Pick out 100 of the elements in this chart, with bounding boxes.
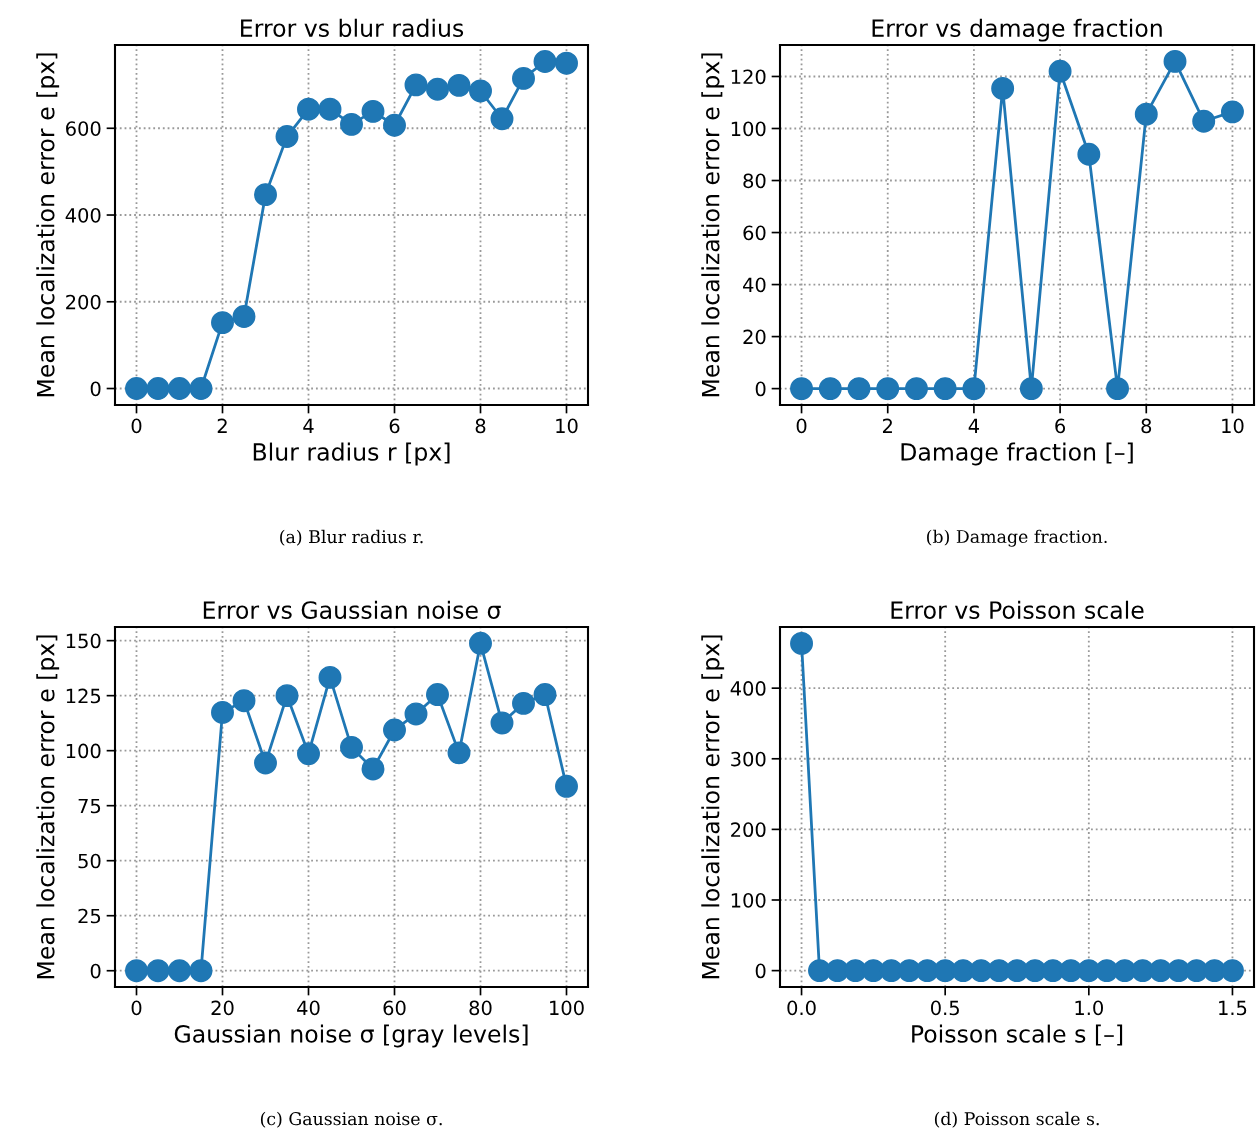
point — [318, 665, 342, 689]
text: (b) Damage fraction. — [927, 529, 1107, 547]
x-tick-label: 6 — [1055, 418, 1066, 434]
point — [275, 684, 299, 708]
x-tick-label: 6 — [389, 418, 400, 434]
y-tick-label: 0 — [90, 381, 101, 397]
point — [555, 774, 578, 798]
point — [1192, 109, 1216, 133]
point — [1077, 142, 1101, 166]
point — [297, 97, 320, 121]
point — [383, 718, 406, 742]
point — [146, 377, 170, 400]
point — [1106, 377, 1129, 401]
point — [254, 183, 277, 207]
y-tick-label: 200 — [66, 294, 101, 310]
point — [1048, 59, 1072, 83]
chart-title: Error vs Gaussian noise σ — [203, 600, 501, 619]
y-tick-label: 80 — [743, 173, 766, 189]
y-tick-label: 50 — [78, 853, 101, 869]
x-tick-label: 0.5 — [931, 1000, 959, 1016]
point — [318, 97, 342, 121]
y-tick-label: 300 — [731, 751, 766, 767]
point — [447, 741, 471, 765]
point — [847, 377, 871, 401]
point — [490, 711, 514, 735]
text: (a) Blur radius r. — [280, 529, 423, 546]
x-tick-label: 80 — [469, 1000, 492, 1016]
point — [512, 691, 535, 715]
y-axis-title: Mean localization error e [px] — [36, 635, 60, 979]
y-tick-label: 0 — [755, 963, 766, 979]
point — [189, 959, 213, 983]
x-tick-label: 0.0 — [787, 1000, 816, 1016]
point — [790, 377, 814, 401]
x-tick-label: 2 — [882, 418, 892, 433]
point — [275, 125, 299, 148]
y-tick-label: 0 — [755, 381, 766, 397]
point — [1019, 377, 1043, 401]
point — [991, 76, 1015, 100]
x-tick-label: 10 — [1222, 418, 1244, 434]
x-tick-label: 1.0 — [1075, 1000, 1103, 1016]
point — [361, 757, 385, 781]
x-tick-label: 8 — [1141, 418, 1152, 434]
point — [533, 50, 557, 73]
point — [876, 377, 900, 401]
point — [490, 107, 514, 131]
y-tick-label: 400 — [65, 207, 101, 223]
point — [125, 959, 148, 983]
point — [512, 66, 535, 90]
y-tick-label: 150 — [66, 633, 101, 649]
point — [168, 377, 191, 400]
point — [933, 377, 957, 401]
x-tick-label: 40 — [297, 1000, 320, 1016]
x-axis-title: Blur radius r [px] — [253, 442, 450, 466]
y-tick-label: 25 — [78, 908, 101, 924]
y-tick-label: 0 — [90, 963, 101, 979]
point — [297, 742, 320, 766]
y-tick-label: 100 — [731, 892, 766, 908]
point — [818, 377, 842, 401]
point — [146, 959, 170, 983]
y-tick-label: 100 — [731, 121, 766, 137]
chart-title: Error vs Poisson scale — [891, 600, 1144, 619]
point — [211, 700, 234, 724]
point — [404, 73, 428, 97]
x-tick-label: 0 — [131, 418, 142, 434]
point — [1163, 49, 1187, 73]
x-tick-label: 2 — [217, 418, 227, 433]
point — [189, 377, 213, 400]
point — [1134, 102, 1158, 126]
x-tick-label: 8 — [475, 418, 486, 434]
point — [168, 959, 191, 983]
y-tick-label: 60 — [743, 225, 766, 241]
y-tick-label: 20 — [743, 329, 766, 345]
y-tick-label: 75 — [78, 798, 101, 814]
y-tick-label: 100 — [66, 743, 101, 759]
x-tick-label: 4 — [303, 418, 314, 433]
point — [232, 689, 256, 713]
y-tick-label: 400 — [730, 681, 766, 696]
y-tick-label: 200 — [731, 822, 766, 838]
text: (c) Gaussian noise σ. — [260, 1111, 442, 1128]
x-tick-label: 0 — [796, 418, 807, 434]
y-axis-title: Mean localization error e [px] — [701, 53, 725, 397]
point — [905, 377, 928, 401]
point — [211, 311, 234, 335]
x-axis-title: Gaussian noise σ [gray levels] — [174, 1024, 528, 1048]
y-axis-title: Mean localization error e [px] — [36, 53, 60, 397]
chart-title: Error vs damage fraction — [872, 18, 1162, 42]
point — [340, 112, 363, 136]
y-tick-label: 600 — [66, 121, 101, 136]
point — [426, 77, 449, 101]
x-tick-label: 4 — [968, 418, 979, 433]
x-axis-title: Damage fraction [–] — [901, 442, 1133, 466]
point — [125, 377, 148, 400]
y-tick-label: 40 — [743, 277, 766, 293]
point — [361, 99, 385, 123]
point — [533, 683, 557, 707]
x-tick-label: 10 — [556, 418, 578, 434]
x-tick-label: 60 — [383, 1000, 406, 1016]
x-tick-label: 100 — [550, 1000, 584, 1016]
point — [555, 51, 578, 75]
point — [447, 73, 471, 97]
